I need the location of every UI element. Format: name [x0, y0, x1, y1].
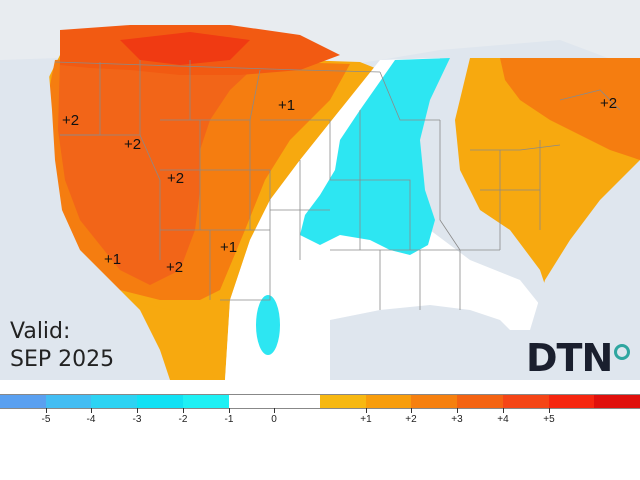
legend-tick-mark: [229, 408, 230, 413]
anomaly-label: +1: [220, 239, 238, 256]
cool-band: [300, 58, 450, 255]
valid-period: SEP 2025: [10, 347, 115, 372]
validity-text: Valid: SEP 2025: [10, 318, 114, 374]
north-warm-5: [120, 32, 250, 65]
legend-color-bar: [0, 394, 640, 409]
anomaly-label: +2: [124, 136, 142, 153]
legend-color-segment: [137, 395, 183, 408]
legend-color-segment: [320, 395, 366, 408]
legend-tick-mark: [137, 408, 138, 413]
logo-text: DTN: [526, 336, 613, 380]
temperature-anomaly-map: +2 +2 +2 +1 +1 +1 +2 +2 Valid: SEP 2025 …: [0, 0, 640, 380]
legend-color-segment: [502, 395, 549, 408]
legend-tick-mark: [411, 408, 412, 413]
logo-circle-icon: [614, 344, 631, 360]
cool-patch-texas: [256, 295, 280, 355]
legend-tick-mark: [274, 408, 275, 413]
west-warm-3: [58, 55, 260, 285]
legend-color-segment: [91, 395, 138, 408]
map-graphic: [0, 25, 640, 380]
logo-background: [480, 330, 640, 380]
legend-tick-mark: [503, 408, 504, 413]
anomaly-label: +2: [166, 259, 184, 276]
legend-color-segment: [548, 395, 595, 408]
legend-tick-mark: [46, 408, 47, 413]
legend-tick-label: -2: [178, 414, 188, 425]
gulf-of-mexico: [330, 305, 520, 380]
legend-color-segment: [274, 395, 321, 408]
legend-tick-label: -5: [41, 414, 51, 425]
anomaly-label: +1: [278, 97, 296, 114]
legend-color-segment: [365, 395, 412, 408]
legend-color-segment: [228, 395, 275, 408]
legend-tick-mark: [183, 408, 184, 413]
color-legend: -5 -4 -3 -2 -1 0 +1 +2 +3 +4 +5: [0, 394, 640, 434]
legend-color-segment: [411, 395, 458, 408]
pacific-ocean: [0, 60, 170, 380]
legend-color-segment: [182, 395, 229, 408]
legend-tick-mark: [91, 408, 92, 413]
legend-tick-label: -4: [86, 414, 96, 425]
legend-tick-label: +4: [497, 414, 509, 425]
legend-color-segment: [0, 395, 46, 408]
legend-tick-label: -1: [224, 414, 234, 425]
legend-tick-label: +5: [543, 414, 555, 425]
legend-tick-label: +2: [405, 414, 417, 425]
legend-color-segment: [594, 395, 640, 408]
valid-label: Valid:: [10, 319, 71, 344]
legend-tick-label: 0: [271, 414, 277, 425]
dtn-logo: DTN: [526, 336, 631, 380]
state-borders: [54, 60, 621, 310]
anomaly-label: +1: [104, 251, 122, 268]
legend-tick-mark: [457, 408, 458, 413]
atlantic-ocean: [530, 160, 640, 380]
legend-tick-label: +1: [360, 414, 372, 425]
anomaly-label: +2: [62, 112, 80, 129]
legend-tick-mark: [366, 408, 367, 413]
legend-tick-label: +3: [451, 414, 463, 425]
legend-color-segment: [45, 395, 92, 408]
anomaly-label: +2: [167, 170, 185, 187]
anomaly-label: +2: [600, 95, 618, 112]
legend-color-segment: [457, 395, 503, 408]
east-warm-2: [500, 58, 640, 160]
legend-tick-label: -3: [132, 414, 142, 425]
legend-tick-mark: [549, 408, 550, 413]
